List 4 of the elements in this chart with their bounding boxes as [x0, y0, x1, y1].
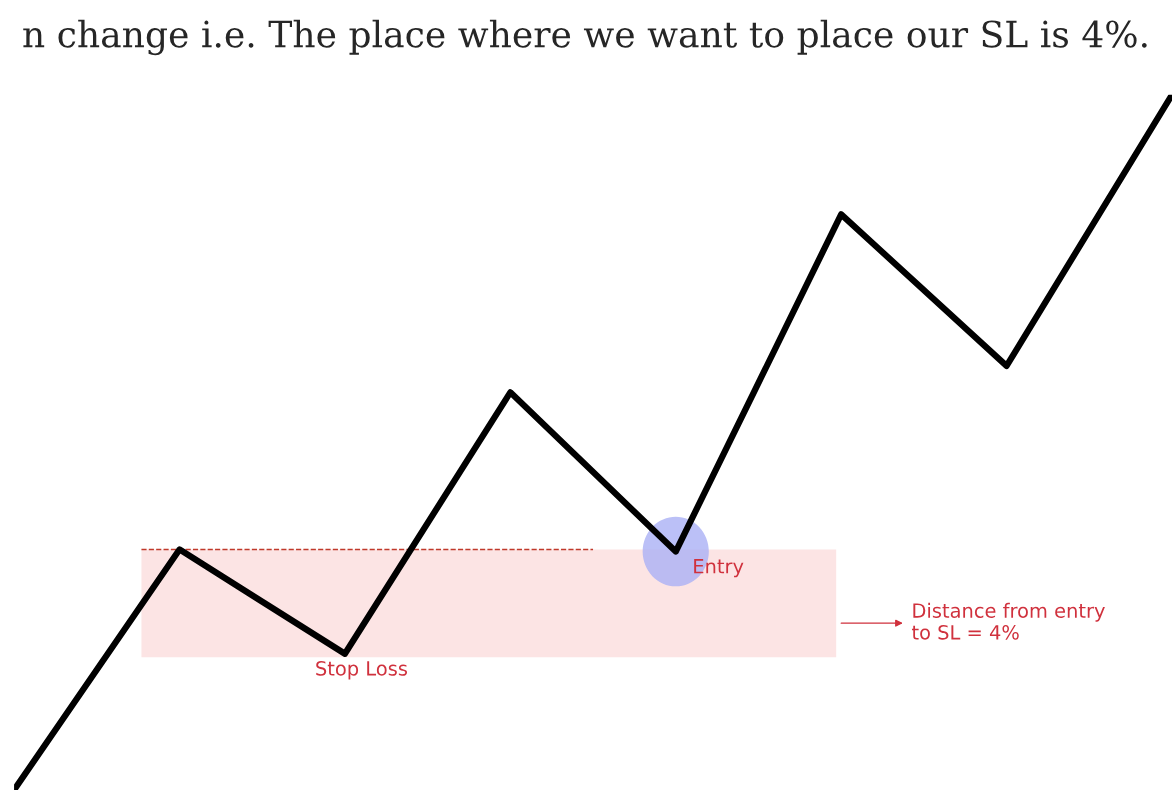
chart-title: n change i.e. The place where we want to place our SL is 4%. — [23, 19, 1147, 56]
annotation: Entry — [694, 559, 744, 578]
annotation: Stop Loss — [316, 661, 408, 680]
annotation: Distance from entry to SL = 4% — [911, 602, 1105, 640]
